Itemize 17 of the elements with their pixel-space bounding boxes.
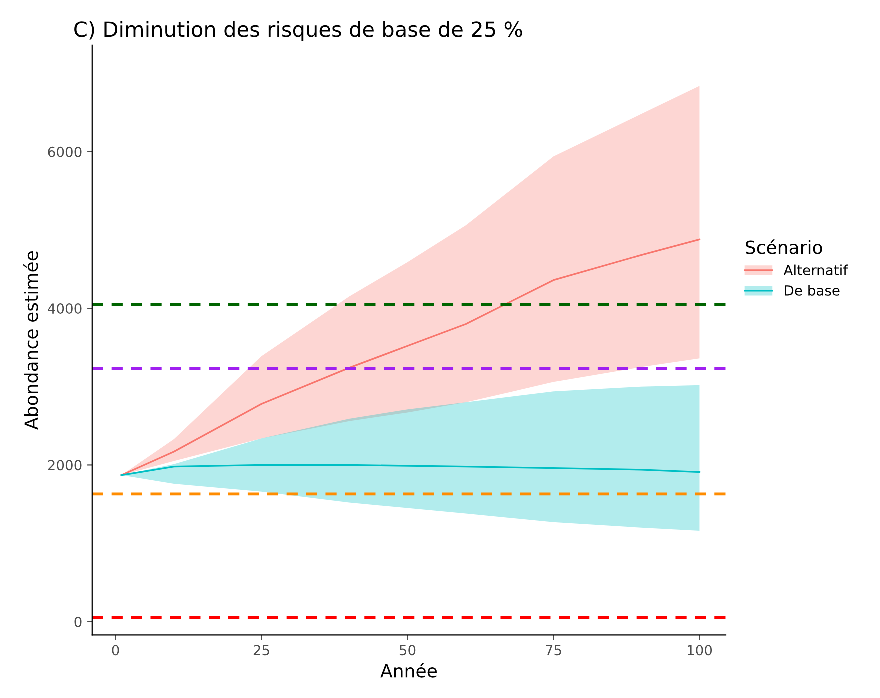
x-axis-title: Année: [380, 663, 437, 678]
line-series: [120, 464, 701, 476]
x-tick-label: 0: [112, 645, 120, 656]
y-tick-label: 2000: [48, 460, 82, 471]
y-tick-label: 4000: [48, 304, 82, 314]
x-tick-label: 50: [400, 645, 416, 656]
y-tick-label: 0: [74, 616, 82, 628]
legend-label: Alternatif: [784, 264, 848, 276]
legend-title: Scénario: [746, 240, 822, 254]
legend-label: De base: [785, 285, 840, 296]
y-tick-label: 6000: [48, 146, 82, 158]
y-axis-title: Abondance estimée: [24, 252, 38, 430]
line-series: [120, 238, 701, 476]
chart-title: C) Diminution des risques de base de 25 %: [74, 21, 522, 42]
x-tick-label: 75: [546, 645, 562, 656]
x-tick-label: 100: [688, 645, 712, 656]
x-tick-label: 25: [254, 645, 270, 656]
